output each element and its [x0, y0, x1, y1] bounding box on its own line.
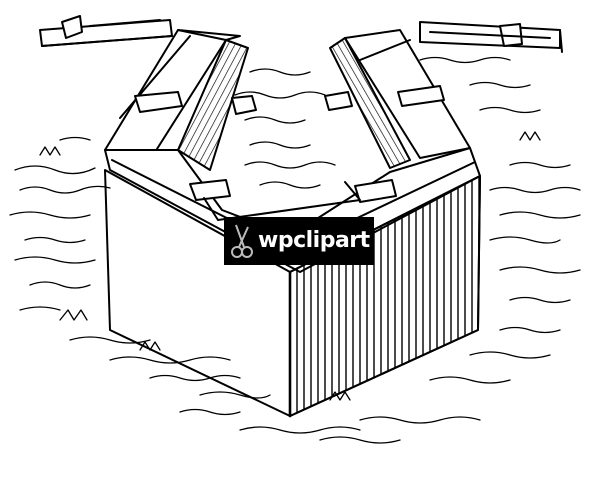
soil-texture [9, 56, 581, 444]
back-board-right [419, 21, 563, 53]
right-rail [324, 29, 471, 169]
watermark-text: wpclipart [258, 228, 370, 253]
watermark-badge: wpclipart [224, 217, 374, 265]
scissors-icon [231, 224, 253, 258]
back-board-left [39, 15, 173, 47]
top-rim [104, 147, 481, 273]
left-rail [104, 29, 257, 171]
